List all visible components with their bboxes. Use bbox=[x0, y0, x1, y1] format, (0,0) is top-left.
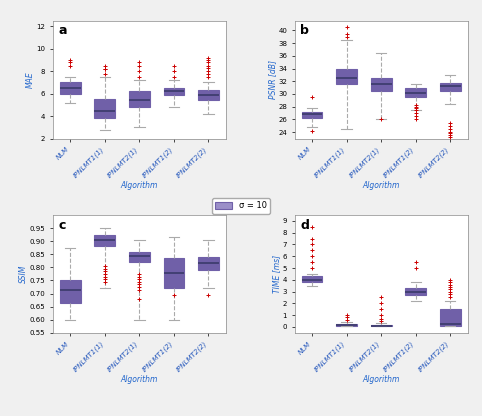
PathPatch shape bbox=[405, 288, 426, 295]
PathPatch shape bbox=[336, 69, 357, 84]
PathPatch shape bbox=[60, 82, 80, 94]
PathPatch shape bbox=[336, 324, 357, 325]
Y-axis label: PSNR [dB]: PSNR [dB] bbox=[268, 60, 277, 99]
PathPatch shape bbox=[440, 82, 461, 91]
PathPatch shape bbox=[198, 257, 219, 270]
PathPatch shape bbox=[198, 90, 219, 100]
Legend: σ = 10: σ = 10 bbox=[212, 198, 270, 214]
PathPatch shape bbox=[163, 258, 184, 288]
X-axis label: Algorithm: Algorithm bbox=[362, 375, 400, 384]
Y-axis label: MAE: MAE bbox=[26, 71, 35, 88]
Text: a: a bbox=[58, 24, 67, 37]
PathPatch shape bbox=[371, 78, 391, 91]
Y-axis label: SSIM: SSIM bbox=[19, 265, 28, 283]
PathPatch shape bbox=[302, 112, 322, 118]
X-axis label: Algorithm: Algorithm bbox=[362, 181, 400, 190]
Text: d: d bbox=[300, 218, 309, 232]
X-axis label: Algorithm: Algorithm bbox=[120, 375, 158, 384]
PathPatch shape bbox=[129, 252, 150, 262]
PathPatch shape bbox=[302, 276, 322, 282]
PathPatch shape bbox=[440, 309, 461, 326]
PathPatch shape bbox=[163, 88, 184, 95]
X-axis label: Algorithm: Algorithm bbox=[120, 181, 158, 190]
PathPatch shape bbox=[405, 88, 426, 97]
PathPatch shape bbox=[129, 92, 150, 107]
PathPatch shape bbox=[94, 235, 115, 246]
PathPatch shape bbox=[371, 324, 391, 326]
Y-axis label: TIME [ms]: TIME [ms] bbox=[272, 255, 281, 293]
PathPatch shape bbox=[60, 280, 80, 303]
PathPatch shape bbox=[94, 99, 115, 119]
Text: c: c bbox=[58, 218, 66, 232]
Text: b: b bbox=[300, 24, 309, 37]
